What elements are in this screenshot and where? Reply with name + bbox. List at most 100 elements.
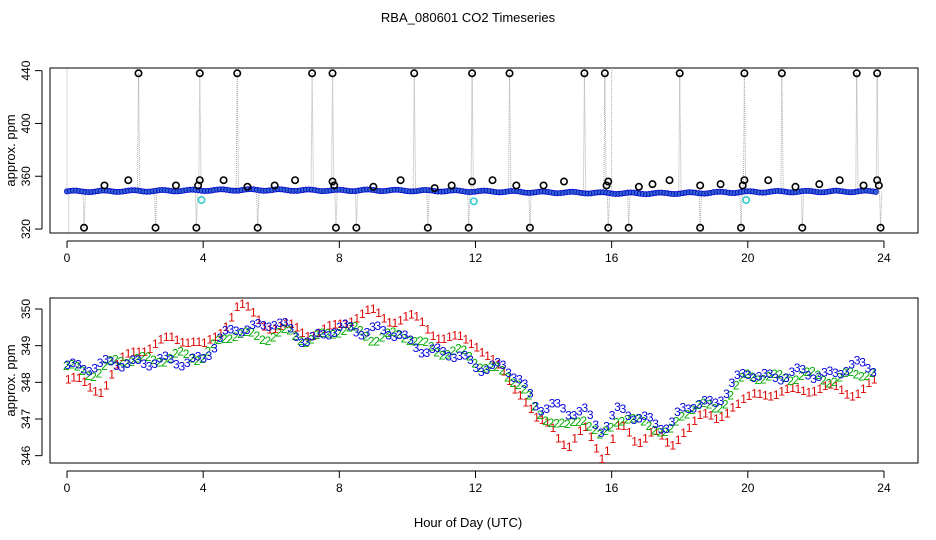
outlier-point — [873, 69, 882, 78]
flag-1-label: 1 — [680, 426, 687, 440]
flag-1-label: 1 — [653, 424, 660, 438]
flag-2-label: 2 — [362, 330, 369, 344]
flag-2-label: 2 — [368, 334, 375, 348]
flag-3-label: 3 — [832, 366, 839, 380]
flag-2-label: 2 — [657, 425, 664, 439]
flag-2-label: 2 — [733, 378, 740, 392]
flag-2-label: 2 — [237, 327, 244, 341]
flag-1-label: 1 — [76, 371, 83, 385]
flag-1-label: 1 — [424, 323, 431, 337]
flag-3-label: 3 — [200, 352, 207, 366]
x-tick-label: 8 — [336, 251, 343, 265]
flag-1-label: 1 — [65, 372, 72, 386]
flag-1-label: 1 — [294, 321, 301, 335]
outlier-point — [243, 182, 252, 191]
flag-2-label: 2 — [662, 425, 669, 439]
flag-1-label: 1 — [669, 439, 676, 453]
flag-2-label: 2 — [847, 365, 854, 379]
flag-1-label: 1 — [392, 316, 399, 330]
connector-line — [354, 190, 357, 228]
flag-2-label: 2 — [210, 337, 217, 351]
flag-2-label: 2 — [488, 360, 495, 374]
flag-3-label: 3 — [309, 329, 316, 343]
flag-1-label: 1 — [408, 307, 415, 321]
flag-2-label: 2 — [646, 419, 653, 433]
flag-1-label: 1 — [855, 387, 862, 401]
outlier-point — [859, 181, 868, 190]
flag-3-label: 3 — [451, 351, 458, 365]
flag-1-label: 1 — [838, 383, 845, 397]
connector-line — [679, 73, 682, 194]
flag-1-label: 1 — [174, 333, 181, 347]
flag-2-label: 2 — [678, 410, 685, 424]
connector-line — [628, 193, 631, 228]
overview-axes: 0 4 8 12 16 20 24 320 360 400 440 — [19, 60, 891, 265]
flag-3-label: 3 — [511, 371, 518, 385]
flag-1-label: 1 — [375, 306, 382, 320]
flag-1-label: 1 — [615, 418, 622, 432]
flag-3-label: 3 — [598, 426, 605, 440]
flag-3-label: 3 — [233, 324, 240, 338]
flag-2-label: 2 — [831, 375, 838, 389]
flag-2-label: 2 — [858, 369, 865, 383]
flag-3-label: 3 — [799, 363, 806, 377]
flag-2-label: 2 — [461, 343, 468, 357]
flag-1-label: 1 — [626, 426, 633, 440]
x-tick-label: 24 — [877, 481, 891, 495]
y-tick-label: 348 — [19, 372, 33, 392]
flag-3-label: 3 — [445, 349, 452, 363]
flag-3-label: 3 — [778, 374, 785, 388]
flag-3-label: 3 — [767, 367, 774, 381]
flag-3-label: 3 — [140, 357, 147, 371]
flag-1-label: 1 — [348, 315, 355, 329]
flag-3-label: 3 — [342, 317, 349, 331]
flag-2-label: 2 — [324, 326, 331, 340]
flag-3-label: 3 — [304, 335, 311, 349]
flag-3-label: 3 — [712, 396, 719, 410]
flag-2-label: 2 — [804, 365, 811, 379]
flag-2-label: 2 — [673, 415, 680, 429]
flag-2-label: 2 — [417, 334, 424, 348]
flag-3-label: 3 — [276, 316, 283, 330]
flag-3-label: 3 — [571, 408, 578, 422]
connector-line — [607, 193, 611, 228]
flag-2-label: 2 — [243, 325, 250, 339]
flag-1-label: 1 — [599, 452, 606, 466]
flag-1-label: 1 — [642, 431, 649, 445]
flag-1-label: 1 — [702, 407, 709, 421]
flag-2-label: 2 — [123, 356, 130, 370]
flag-3-label: 3 — [369, 320, 376, 334]
flag-3-label: 3 — [696, 398, 703, 412]
flag-3-label: 3 — [723, 387, 730, 401]
outlier-point — [468, 177, 477, 186]
flag-3-label: 3 — [266, 320, 273, 334]
flag-3-label: 3 — [674, 405, 681, 419]
flag-2-label: 2 — [194, 354, 201, 368]
flag-1-label: 1 — [865, 376, 872, 390]
flag-3-label: 3 — [347, 320, 354, 334]
connector-line — [154, 190, 157, 228]
flag-3-label: 3 — [413, 341, 420, 355]
flag-3-label: 3 — [641, 409, 648, 423]
flag-2-label: 2 — [96, 366, 103, 380]
flag-1-label: 1 — [816, 382, 823, 396]
flag-3-label: 3 — [178, 359, 185, 373]
outlier-point — [604, 177, 613, 186]
flag-1-label: 1 — [468, 337, 475, 351]
flag-3-label: 3 — [375, 319, 382, 333]
flag-2-label: 2 — [232, 330, 239, 344]
outlier-point — [352, 223, 361, 232]
flag-2-label: 2 — [602, 424, 609, 438]
x-tick-label: 24 — [877, 251, 891, 265]
flag-3-label: 3 — [429, 342, 436, 356]
outlier-point — [80, 223, 89, 232]
flag-2-label: 2 — [471, 356, 478, 370]
flag-1-label: 1 — [501, 364, 508, 378]
flag-1-label: 1 — [871, 372, 878, 386]
flag-1-label: 1 — [250, 305, 257, 319]
flag-1-label: 1 — [315, 326, 322, 340]
flag-1-label: 1 — [473, 340, 480, 354]
flag-1-label: 1 — [675, 433, 682, 447]
outlier-point — [151, 223, 160, 232]
flag-2-label: 2 — [640, 415, 647, 429]
